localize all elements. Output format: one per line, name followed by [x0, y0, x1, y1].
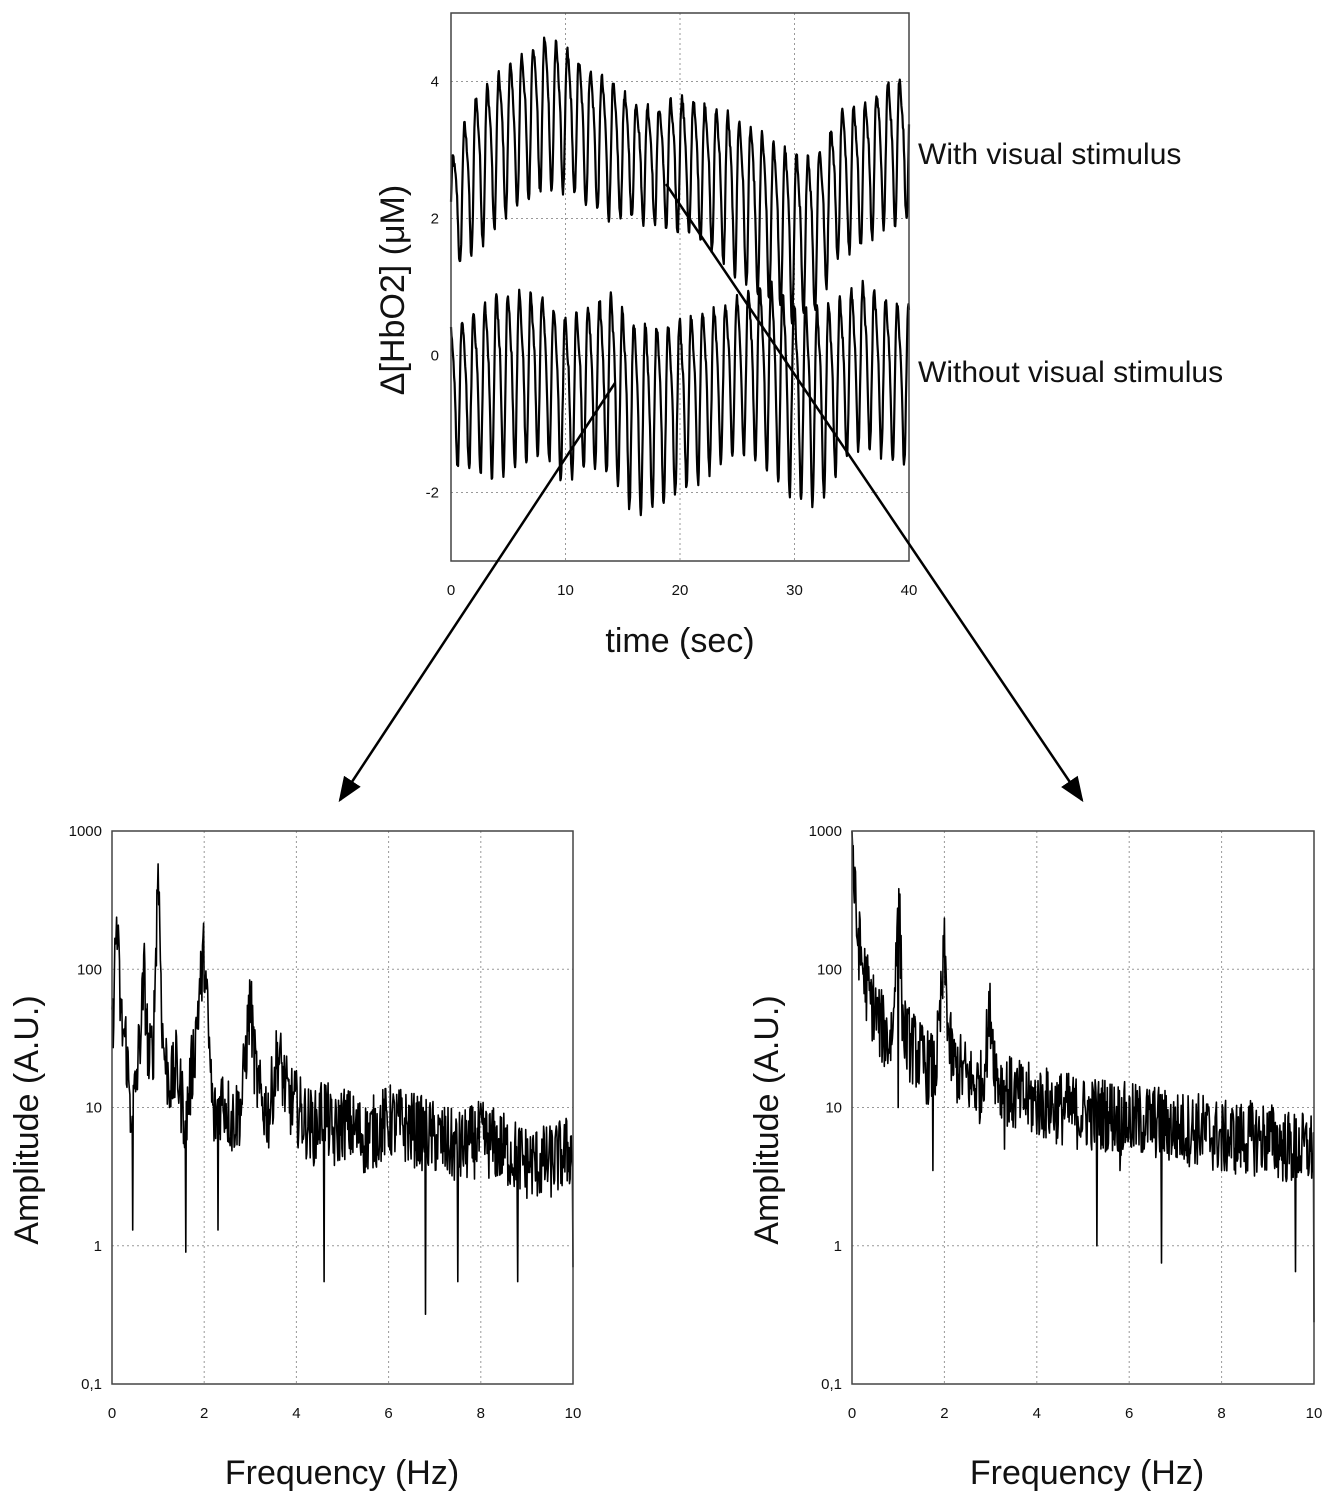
- left-x-tick-label: 4: [292, 1405, 300, 1422]
- left-series-line: [111, 863, 574, 1315]
- top-y-tick-label: 4: [431, 74, 439, 91]
- right-spectrum-chart: 0 2 4 6 8 10 0,1 1 10 100 1000 Frequency (Hz) Ampl…: [748, 823, 1322, 1492]
- left-grid: [112, 831, 573, 1384]
- top-x-tick-label: 0: [447, 582, 455, 599]
- left-y-axis-label: Amplitude (A.U.): [8, 995, 46, 1244]
- left-x-tick-label: 8: [477, 1405, 485, 1422]
- top-plot-frame: [450, 12, 910, 562]
- annotation-without-stimulus: Without visual stimulus: [918, 356, 1223, 389]
- top-series-line-with-stimulus: [449, 36, 911, 325]
- left-x-tick-label: 2: [200, 1405, 208, 1422]
- left-x-axis-label: Frequency (Hz): [225, 1454, 459, 1492]
- left-y-tick-label: 10: [85, 1100, 102, 1117]
- right-y-tick-label: 100: [817, 961, 842, 978]
- top-x-tick-label: 20: [672, 582, 689, 599]
- right-x-tick-label: 8: [1217, 1405, 1225, 1422]
- annotation-with-stimulus: With visual stimulus: [918, 138, 1181, 171]
- top-y-axis-label: Δ[HbO2] (μM): [374, 185, 412, 395]
- right-x-tick-label: 2: [940, 1405, 948, 1422]
- top-y-tick-label: 0: [431, 348, 439, 365]
- right-plot-frame: [851, 830, 1315, 1385]
- left-ticks: 0 2 4 6 8 10 0,1 1 10 100 1000: [69, 823, 582, 1422]
- left-x-tick-label: 10: [565, 1405, 582, 1422]
- top-x-tick-label: 40: [901, 582, 918, 599]
- left-plot-frame: [111, 830, 574, 1385]
- right-y-axis-label: Amplitude (A.U.): [748, 995, 786, 1244]
- right-x-tick-label: 0: [848, 1405, 856, 1422]
- left-series-group: [111, 863, 574, 1315]
- right-x-tick-label: 4: [1033, 1405, 1041, 1422]
- left-spectrum-chart: 0 2 4 6 8 10 0,1 1 10 100 1000 Frequency (Hz) Ampl…: [8, 823, 581, 1492]
- right-x-tick-label: 6: [1125, 1405, 1133, 1422]
- right-x-axis-label: Frequency (Hz): [970, 1454, 1204, 1492]
- top-x-axis-label: time (sec): [605, 622, 754, 660]
- right-y-tick-label: 1: [834, 1238, 842, 1255]
- right-ticks: 0 2 4 6 8 10 0,1 1 10 100 1000: [809, 823, 1323, 1422]
- top-x-tick-label: 10: [557, 582, 574, 599]
- left-y-tick-label: 0,1: [81, 1376, 102, 1393]
- top-series-group: [449, 36, 911, 517]
- arrow-to-left-spectrum: [338, 382, 617, 803]
- right-series-line: [851, 830, 1315, 1323]
- arrow-to-right-spectrum: [664, 183, 1084, 803]
- left-x-tick-label: 0: [108, 1405, 116, 1422]
- left-x-tick-label: 6: [384, 1405, 392, 1422]
- top-chart: 0 10 20 30 40 -2 0 2 4 time (sec) Δ[HbO2] (μM) W…: [374, 12, 1223, 660]
- top-y-tick-label: -2: [426, 485, 439, 502]
- top-y-tick-label: 2: [431, 211, 439, 228]
- right-x-tick-label: 10: [1306, 1405, 1323, 1422]
- left-y-tick-label: 100: [77, 961, 102, 978]
- right-y-tick-label: 1000: [809, 823, 842, 840]
- left-y-tick-label: 1000: [69, 823, 102, 840]
- top-series-line-without-stimulus: [449, 279, 911, 517]
- right-y-tick-label: 0,1: [821, 1376, 842, 1393]
- top-x-tick-label: 30: [786, 582, 803, 599]
- right-y-tick-label: 10: [825, 1100, 842, 1117]
- right-series-group: [851, 830, 1315, 1323]
- top-ticks: 0 10 20 30 40 -2 0 2 4: [426, 74, 918, 600]
- left-y-tick-label: 1: [94, 1238, 102, 1255]
